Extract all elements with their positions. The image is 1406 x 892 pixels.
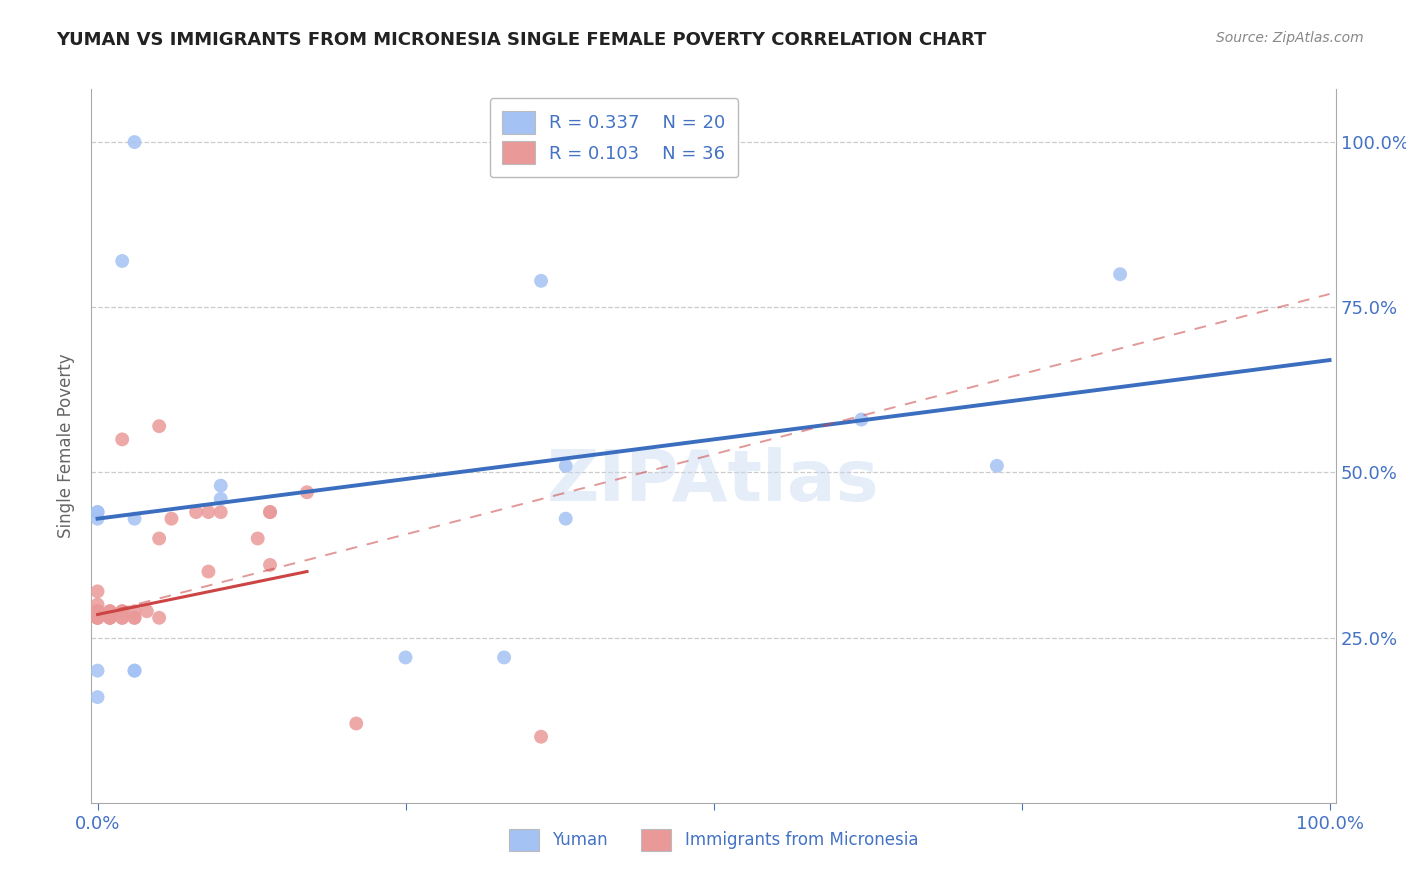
- Point: [86, 690, 108, 704]
- Point: [98, 611, 121, 625]
- Point: [86, 604, 108, 618]
- Point: [851, 412, 873, 426]
- Point: [86, 604, 108, 618]
- Point: [86, 611, 108, 625]
- Point: [295, 485, 318, 500]
- Point: [124, 664, 146, 678]
- Point: [209, 478, 232, 492]
- Point: [135, 604, 157, 618]
- Point: [86, 584, 108, 599]
- Point: [98, 604, 121, 618]
- Legend: Yuman, Immigrants from Micronesia: Yuman, Immigrants from Micronesia: [498, 817, 929, 863]
- Point: [124, 611, 146, 625]
- Point: [98, 604, 121, 618]
- Point: [494, 650, 516, 665]
- Point: [98, 611, 121, 625]
- Point: [530, 274, 553, 288]
- Point: [86, 598, 108, 612]
- Point: [344, 716, 367, 731]
- Point: [124, 664, 146, 678]
- Point: [209, 491, 232, 506]
- Point: [86, 505, 108, 519]
- Point: [1109, 267, 1132, 281]
- Point: [197, 565, 219, 579]
- Point: [530, 730, 553, 744]
- Point: [124, 604, 146, 618]
- Point: [986, 458, 1008, 473]
- Text: ZIPAtlas: ZIPAtlas: [547, 447, 880, 516]
- Point: [111, 433, 134, 447]
- Point: [554, 458, 576, 473]
- Point: [98, 611, 121, 625]
- Point: [209, 505, 232, 519]
- Point: [111, 611, 134, 625]
- Point: [394, 650, 416, 665]
- Point: [148, 611, 170, 625]
- Point: [86, 611, 108, 625]
- Point: [111, 254, 134, 268]
- Point: [86, 611, 108, 625]
- Point: [111, 604, 134, 618]
- Point: [111, 604, 134, 618]
- Point: [259, 505, 281, 519]
- Point: [124, 135, 146, 149]
- Text: YUMAN VS IMMIGRANTS FROM MICRONESIA SINGLE FEMALE POVERTY CORRELATION CHART: YUMAN VS IMMIGRANTS FROM MICRONESIA SING…: [56, 31, 987, 49]
- Point: [160, 511, 183, 525]
- Point: [86, 664, 108, 678]
- Point: [148, 532, 170, 546]
- Point: [184, 505, 207, 519]
- Point: [111, 611, 134, 625]
- Point: [86, 511, 108, 525]
- Point: [124, 611, 146, 625]
- Y-axis label: Single Female Poverty: Single Female Poverty: [58, 354, 76, 538]
- Point: [259, 505, 281, 519]
- Text: Source: ZipAtlas.com: Source: ZipAtlas.com: [1216, 31, 1364, 45]
- Point: [197, 505, 219, 519]
- Point: [246, 532, 269, 546]
- Point: [86, 505, 108, 519]
- Point: [259, 558, 281, 572]
- Point: [148, 419, 170, 434]
- Point: [124, 511, 146, 525]
- Point: [554, 511, 576, 525]
